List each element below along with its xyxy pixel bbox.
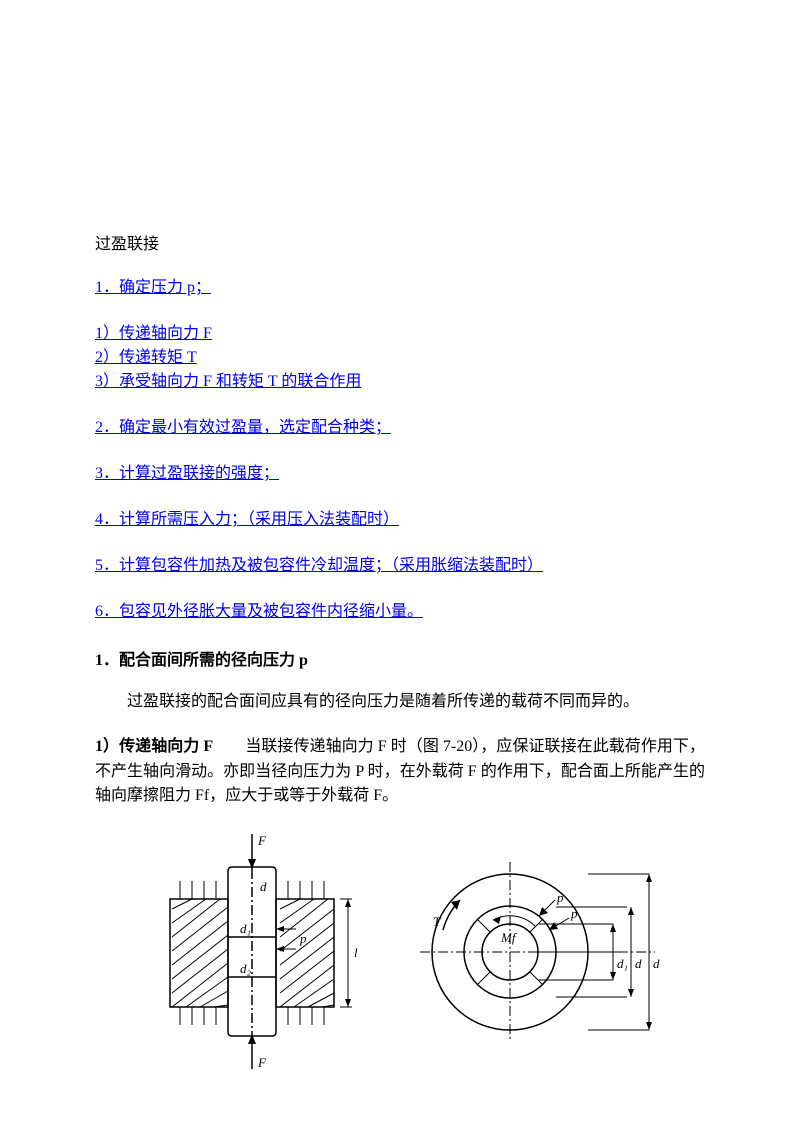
label-p-right1: p [556, 890, 564, 905]
toc-link-3[interactable]: 3．计算过盈联接的强度； [95, 462, 705, 486]
figures-row: F F d d₁ d₂ p l [95, 829, 705, 1074]
toc-item-4: 4．计算所需压入力；（采用压入法装配时） [95, 508, 705, 532]
toc-link-1-2[interactable]: 2）传递转矩 T [95, 346, 705, 370]
toc-item-5: 5．计算包容件加热及被包容件冷却温度；（采用胀缩法装配时） [95, 554, 705, 578]
label-d1-r: d₁ [617, 956, 628, 971]
toc-link-6[interactable]: 6．包容见外径胀大量及被包容件内径缩小量。 [95, 600, 705, 624]
section-1-para-1: 过盈联接的配合面间应具有的径向压力是随着所传递的载荷不同而异的。 [95, 690, 705, 715]
toc-item-1-sub: 1）传递轴向力 F 2）传递转矩 T 3）承受轴向力 F 和转矩 T 的联合作用 [95, 322, 705, 394]
toc-link-4[interactable]: 4．计算所需压入力；（采用压入法装配时） [95, 508, 705, 532]
toc-link-2[interactable]: 2．确定最小有效过盈量，选定配合种类； [95, 416, 705, 440]
toc-link-1[interactable]: 1．确定压力 p； [95, 276, 705, 300]
label-Mf: Mf [500, 930, 518, 945]
label-d-r: d [635, 956, 642, 971]
toc-item-2: 2．确定最小有效过盈量，选定配合种类； [95, 416, 705, 440]
label-p-left: p [299, 931, 307, 946]
label-d: d [260, 879, 267, 894]
figure-7-20-right: T Mf p p d₁ d d₂ [405, 852, 660, 1052]
toc-link-1-1[interactable]: 1）传递轴向力 F [95, 322, 705, 346]
toc-item-6: 6．包容见外径胀大量及被包容件内径缩小量。 [95, 600, 705, 624]
page-title: 过盈联接 [95, 230, 705, 254]
figure-7-20-left: F F d d₁ d₂ p l [140, 829, 365, 1074]
para2-lead: 1）传递轴向力 F [95, 738, 213, 755]
section-1-heading: 1．配合面间所需的径向压力 p [95, 646, 705, 670]
toc-item-1: 1．确定压力 p； [95, 276, 705, 300]
label-d2-r: d₂ [653, 956, 660, 971]
label-l: l [354, 945, 358, 960]
label-F-top: F [257, 833, 267, 848]
page: 过盈联接 1．确定压力 p； 1）传递轴向力 F 2）传递转矩 T 3）承受轴向… [0, 0, 800, 1114]
label-F-bot: F [257, 1055, 267, 1070]
toc-link-1-3[interactable]: 3）承受轴向力 F 和转矩 T 的联合作用 [95, 370, 705, 394]
section-1-para-2: 1）传递轴向力 F 当联接传递轴向力 F 时（图 7-20），应保证联接在此载荷… [95, 735, 705, 809]
label-T: T [433, 914, 441, 929]
label-d2: d₂ [240, 961, 252, 976]
label-d1: d₁ [240, 921, 251, 936]
label-p-right2: p [570, 906, 578, 921]
toc-link-5[interactable]: 5．计算包容件加热及被包容件冷却温度；（采用胀缩法装配时） [95, 554, 705, 578]
toc-item-3: 3．计算过盈联接的强度； [95, 462, 705, 486]
